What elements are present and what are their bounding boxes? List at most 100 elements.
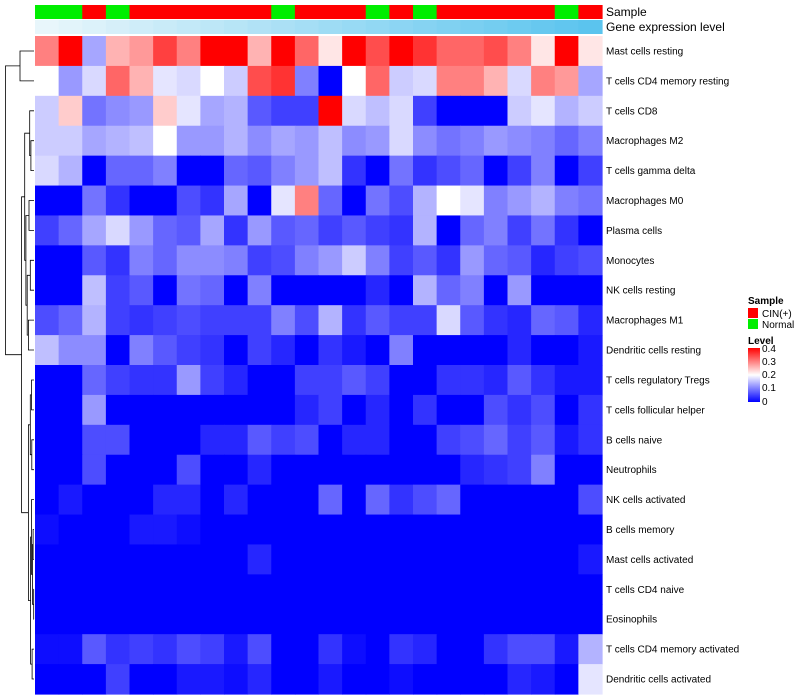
heatmap-cell: [483, 305, 509, 336]
heatmap-cell: [578, 664, 603, 695]
heatmap-cell: [389, 36, 414, 67]
heatmap-cell: [224, 335, 249, 366]
heatmap-cell: [200, 484, 225, 516]
heatmap-cell: [247, 155, 272, 187]
heatmap-cell: [460, 664, 485, 695]
heatmap-cell: [342, 365, 367, 396]
heatmap-cell: [413, 185, 438, 217]
heatmap-cell: [436, 574, 461, 605]
heatmap-cell: [436, 155, 461, 187]
heatmap-cell: [58, 125, 83, 157]
heatmap-cell: [176, 155, 201, 187]
heatmap-cell: [294, 95, 320, 127]
heatmap-cell: [153, 155, 178, 187]
heatmap-cell: [578, 574, 603, 605]
expression-annotation-cell: [35, 20, 60, 34]
heatmap-cell: [507, 185, 532, 217]
heatmap-cell: [460, 245, 485, 276]
heatmap-cell: [318, 245, 343, 276]
heatmap-cell: [554, 604, 579, 635]
heatmap-cell: [365, 305, 390, 336]
heatmap-cell: [224, 275, 249, 306]
sample-annotation-cell: [554, 5, 579, 19]
heatmap-cell: [153, 335, 178, 366]
heatmap-cell: [389, 125, 414, 157]
heatmap-cell: [483, 424, 509, 456]
heatmap-cell: [129, 574, 154, 605]
heatmap-cell: [531, 65, 556, 97]
heatmap-cell: [35, 365, 60, 396]
expression-annotation-cell: [200, 20, 225, 34]
heatmap-cell: [247, 65, 272, 97]
heatmap-cell: [129, 65, 154, 97]
heatmap-cell: [176, 215, 201, 246]
heatmap-cell: [58, 604, 83, 635]
heatmap-cell: [460, 574, 485, 605]
heatmap-cell: [58, 484, 83, 516]
row-label: T cells CD4 naive: [606, 585, 685, 596]
row-label: Macrophages M0: [606, 196, 684, 207]
heatmap-cell: [342, 394, 367, 426]
expression-annotation-cell: [460, 20, 485, 34]
heatmap-cell: [176, 125, 201, 157]
heatmap-cell: [531, 484, 556, 516]
heatmap-cell: [200, 394, 225, 426]
heatmap-cell: [578, 365, 603, 396]
heatmap-cell: [271, 65, 296, 97]
dendrogram-branch: [31, 379, 34, 411]
sample-annotation-cell: [247, 5, 272, 19]
heatmap-cell: [483, 454, 509, 486]
heatmap-cell: [176, 394, 201, 426]
heatmap-cell: [224, 544, 249, 575]
heatmap-cell: [436, 365, 461, 396]
heatmap-cell: [294, 215, 320, 246]
heatmap-cell: [129, 36, 154, 67]
heatmap-cell: [82, 544, 107, 575]
heatmap-cell: [153, 65, 178, 97]
heatmap-cell: [578, 484, 603, 516]
heatmap-cell: [176, 574, 201, 605]
heatmap-cell: [105, 125, 131, 157]
expression-annotation-cell: [294, 20, 320, 34]
heatmap-cell: [35, 424, 60, 456]
heatmap-cell: [507, 574, 532, 605]
heatmap-cell: [483, 65, 509, 97]
heatmap-cell: [342, 514, 367, 546]
legend-tick-3: 0.1: [762, 383, 776, 394]
heatmap-cell: [200, 544, 225, 575]
heatmap-cell: [531, 544, 556, 575]
heatmap-cell: [483, 664, 509, 695]
heatmap-cell: [176, 245, 201, 276]
heatmap-cell: [436, 544, 461, 575]
heatmap-cell: [483, 36, 509, 67]
heatmap-cell: [82, 514, 107, 546]
heatmap-cell: [389, 245, 414, 276]
heatmap-cell: [294, 544, 320, 575]
heatmap-cell: [554, 65, 579, 97]
legend: Sample CIN(+) Normal Level 0.4 0.3 0.2 0…: [748, 296, 794, 408]
row-label: B cells memory: [606, 525, 674, 536]
heatmap-cell: [531, 365, 556, 396]
heatmap-cell: [554, 245, 579, 276]
heatmap-cell: [342, 155, 367, 187]
row-label: Plasma cells: [606, 226, 662, 237]
heatmap-cell: [247, 664, 272, 695]
sample-annotation-cell: [82, 5, 107, 19]
heatmap-cell: [153, 514, 178, 546]
heatmap-cell: [82, 574, 107, 605]
heatmap-cell: [460, 305, 485, 336]
heatmap-cell: [271, 335, 296, 366]
sample-annotation-cell: [153, 5, 178, 19]
heatmap-cell: [35, 454, 60, 486]
heatmap-cell: [483, 125, 509, 157]
dendrogram-branch: [31, 648, 34, 680]
heatmap-cell: [460, 484, 485, 516]
heatmap-cell: [105, 245, 131, 276]
expression-annotation-cell: [531, 20, 556, 34]
heatmap-cell: [82, 365, 107, 396]
heatmap-cell: [436, 424, 461, 456]
heatmap-cell: [483, 155, 509, 187]
heatmap-cell: [200, 36, 225, 67]
heatmap-cell: [247, 95, 272, 127]
row-label: Monocytes: [606, 256, 654, 267]
